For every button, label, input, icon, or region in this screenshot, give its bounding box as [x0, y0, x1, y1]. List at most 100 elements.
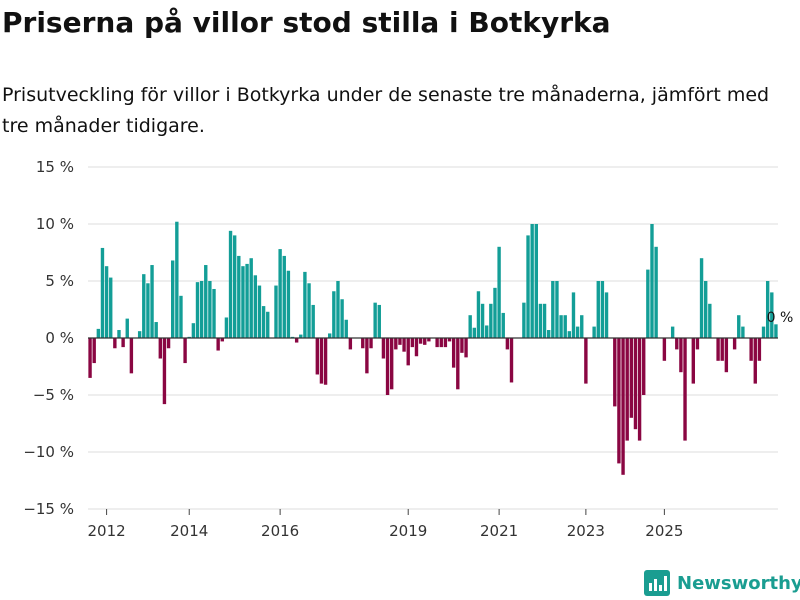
bar [704, 281, 708, 338]
bar [724, 338, 729, 373]
bar [96, 328, 101, 338]
bar [315, 338, 320, 375]
last-value-label: 0 % [767, 310, 794, 326]
y-axis-tick-labels: 15 % 10 % 5 % 0 % −5 % −10 % −15 % [23, 158, 74, 518]
bar [480, 303, 485, 338]
bar [522, 302, 526, 338]
bar [282, 255, 286, 338]
bar [596, 281, 600, 338]
brand-name: Newsworthy [677, 572, 800, 594]
annotations: 0 % [767, 310, 794, 326]
bar [629, 338, 634, 418]
bar [637, 338, 642, 441]
bar [286, 270, 291, 338]
x-axis-ticks: 2012 2014 2016 2019 2021 2023 2025 [87, 509, 683, 540]
bar [592, 326, 596, 338]
bar [542, 303, 547, 338]
bar [389, 338, 394, 390]
bar [394, 338, 398, 350]
bar [328, 333, 332, 338]
bar [468, 315, 472, 338]
bar [171, 260, 175, 338]
bar [493, 287, 497, 338]
bar [410, 338, 415, 348]
bar [162, 338, 167, 405]
bar [92, 338, 96, 364]
bar [261, 306, 266, 338]
bar [125, 318, 129, 338]
bar [720, 338, 724, 361]
bar [154, 322, 158, 338]
bar [216, 338, 220, 351]
bar [253, 275, 258, 338]
bar [166, 338, 171, 349]
bar [232, 235, 237, 338]
bar [472, 327, 477, 338]
bar [204, 265, 208, 338]
bar [662, 338, 667, 361]
bar [100, 247, 105, 338]
bar [158, 338, 162, 359]
bar [129, 338, 134, 374]
bar [571, 292, 576, 338]
bar [373, 302, 377, 338]
bar [485, 325, 489, 338]
bar [679, 338, 683, 373]
bar [749, 338, 753, 361]
bar [699, 258, 704, 338]
bar [323, 338, 328, 385]
x-tick-label: 2014 [170, 522, 208, 540]
bar [567, 331, 572, 338]
bar [88, 338, 92, 378]
bar [654, 246, 658, 338]
bar [604, 292, 609, 338]
x-tick-label: 2023 [567, 522, 605, 540]
bar [443, 338, 448, 348]
bar [501, 312, 505, 338]
bar [183, 338, 187, 364]
y-tick-label: −5 % [33, 386, 74, 404]
x-tick-label: 2025 [645, 522, 683, 540]
bar [336, 281, 340, 338]
bar [489, 303, 493, 338]
bar [241, 266, 245, 338]
bar [600, 281, 605, 338]
y-tick-label: 10 % [36, 215, 74, 233]
bar [109, 277, 113, 338]
bar [179, 295, 183, 338]
bar [191, 323, 196, 338]
bar [237, 255, 241, 338]
bar [580, 315, 584, 338]
bar [146, 283, 150, 338]
bar [551, 281, 555, 338]
bar [732, 338, 737, 350]
bar [691, 338, 695, 384]
bar [741, 326, 745, 338]
bar [563, 315, 567, 338]
bar [220, 338, 224, 342]
bar [224, 317, 229, 338]
bar [534, 224, 538, 338]
bar [195, 282, 200, 338]
bar [476, 291, 481, 338]
bar [245, 263, 249, 338]
bar [761, 326, 766, 338]
bar [670, 326, 675, 338]
y-tick-label: −15 % [23, 500, 74, 518]
bar [212, 288, 216, 338]
bar [319, 338, 324, 384]
bar [439, 338, 443, 348]
bars [88, 221, 778, 475]
bar [307, 283, 311, 338]
bar [142, 274, 146, 338]
bar [150, 265, 154, 338]
chart-title: Priserna på villor stod stilla i Botkyrk… [2, 6, 611, 39]
bar [377, 304, 381, 338]
bar [117, 330, 121, 338]
bar [737, 315, 741, 338]
bar [708, 303, 712, 338]
newsworthy-logo-icon [644, 570, 670, 596]
bar [447, 338, 452, 342]
bar [228, 230, 233, 338]
